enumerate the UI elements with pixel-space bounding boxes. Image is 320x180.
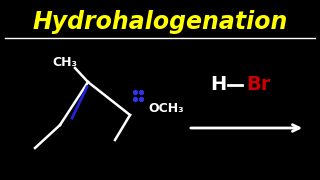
Text: Hydrohalogenation: Hydrohalogenation (32, 10, 288, 34)
FancyArrowPatch shape (191, 125, 299, 131)
Text: Br: Br (246, 75, 270, 94)
Text: OCH₃: OCH₃ (148, 102, 184, 114)
Text: H: H (210, 75, 226, 94)
Text: CH₃: CH₃ (52, 55, 77, 69)
